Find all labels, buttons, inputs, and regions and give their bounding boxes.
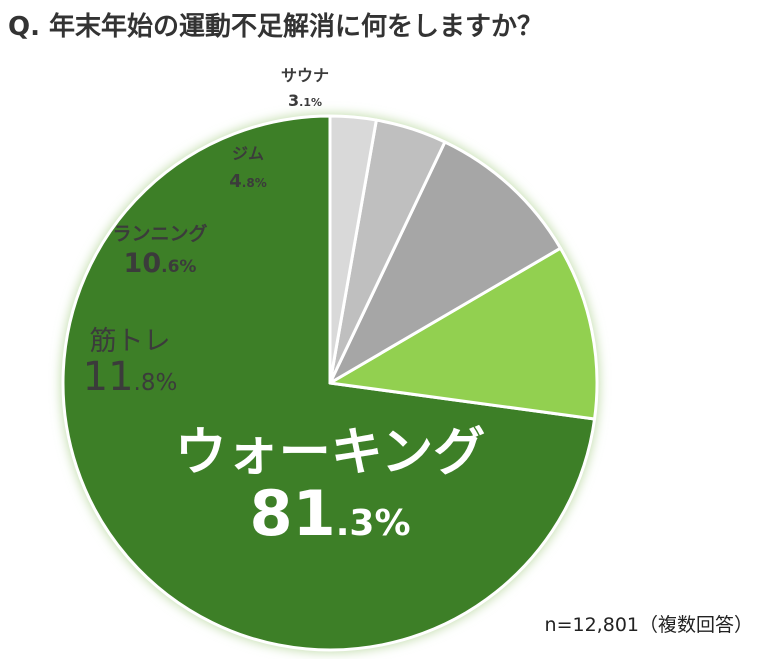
sample-note: n=12,801（複数回答） xyxy=(544,614,753,636)
slice-value-strength-training: 11.8% xyxy=(83,354,178,400)
slice-label-gym: ジム xyxy=(232,144,264,163)
chart-title: Q. 年末年始の運動不足解消に何をしますか？ xyxy=(8,12,544,42)
slice-label-sauna: サウナ xyxy=(281,66,329,85)
pie-slice-strength-training xyxy=(328,246,599,421)
pie-slice-sauna xyxy=(328,114,378,385)
slice-value-running: 10.6% xyxy=(124,248,197,279)
pie-slice-running xyxy=(328,140,562,385)
slice-value-walking: 81.3% xyxy=(249,477,410,550)
slice-label-strength-training: 筋トレ xyxy=(90,326,171,357)
slice-label-walking: ウォーキング xyxy=(175,423,485,483)
slice-value-gym: 4.8% xyxy=(229,171,266,192)
slice-label-running: ランニング xyxy=(112,222,207,245)
slice-value-sauna: 3.1% xyxy=(288,91,322,110)
